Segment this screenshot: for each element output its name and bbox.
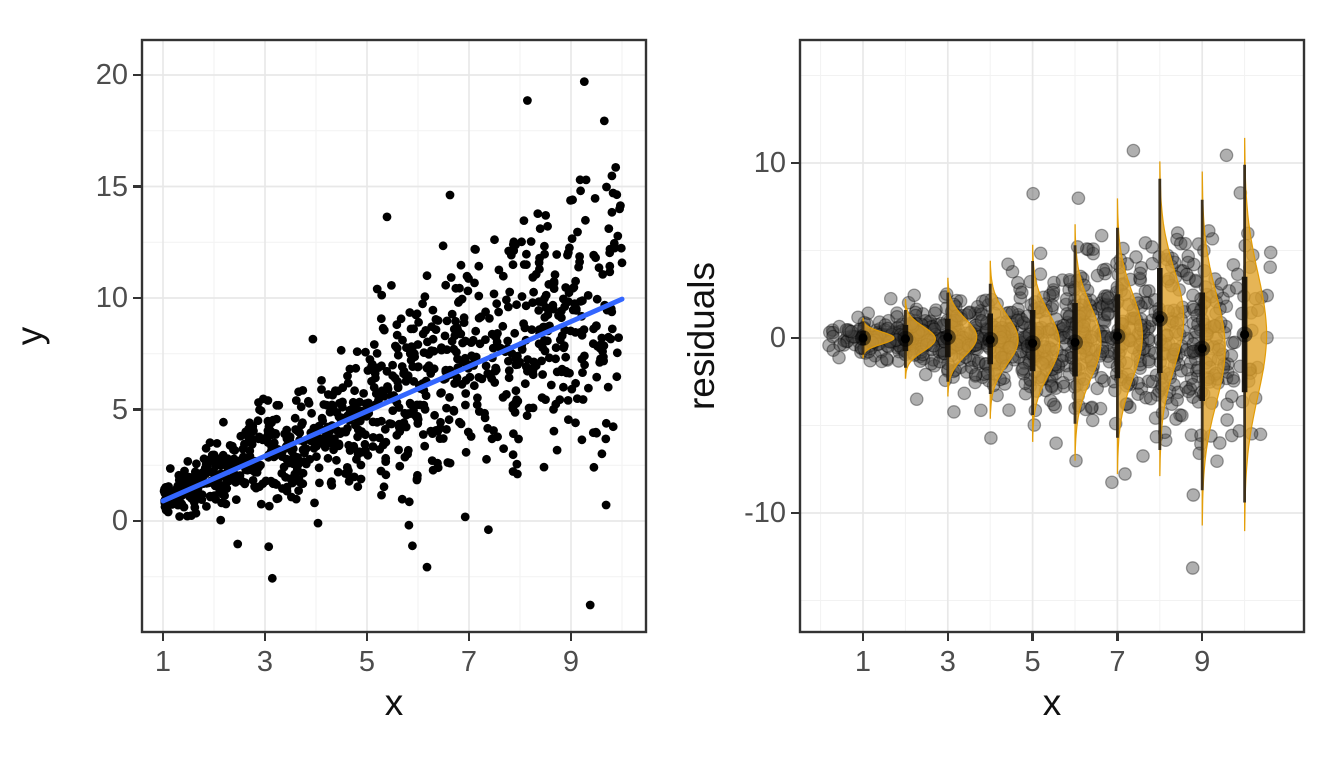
x-tick-label: 7 xyxy=(1109,646,1126,678)
x-tick-label: 3 xyxy=(256,646,274,678)
x-tick-label: 5 xyxy=(358,646,376,678)
y-tick-mark xyxy=(133,296,141,300)
y-tick-label: 10 xyxy=(753,147,786,179)
right-y-axis-title: residuals xyxy=(681,261,722,411)
left-x-axis-title: x xyxy=(384,682,404,723)
x-tick-mark xyxy=(569,633,573,641)
y-tick-mark xyxy=(133,408,141,411)
x-tick-label: 7 xyxy=(460,646,478,678)
x-tick-mark xyxy=(161,633,165,641)
x-tick-mark xyxy=(1116,633,1119,641)
x-tick-label: 9 xyxy=(562,646,580,678)
x-tick-mark xyxy=(861,633,865,641)
right-x-axis-title: x xyxy=(1042,682,1062,723)
x-tick-label: 3 xyxy=(939,646,956,678)
x-tick-label: 1 xyxy=(854,646,872,678)
x-tick-mark xyxy=(1201,633,1204,641)
x-tick-label: 5 xyxy=(1024,646,1041,678)
y-tick-label: 15 xyxy=(95,170,128,203)
y-tick-mark xyxy=(133,73,141,77)
y-tick-mark xyxy=(791,336,799,340)
x-tick-mark xyxy=(263,633,267,641)
left-y-axis-title: y xyxy=(9,326,50,346)
y-tick-label: 5 xyxy=(111,393,128,426)
y-tick-mark xyxy=(791,161,799,165)
y-tick-mark xyxy=(133,185,141,188)
x-tick-label: 1 xyxy=(154,646,172,678)
y-tick-label: -10 xyxy=(744,497,786,529)
y-tick-label: 10 xyxy=(95,282,128,314)
y-tick-mark xyxy=(133,519,141,523)
y-tick-label: 0 xyxy=(111,505,128,537)
x-tick-label: 9 xyxy=(1194,646,1211,678)
y-tick-mark xyxy=(791,511,799,515)
y-tick-label: 20 xyxy=(95,59,128,91)
x-tick-mark xyxy=(467,633,471,641)
x-tick-mark xyxy=(365,633,369,641)
x-tick-mark xyxy=(946,633,949,641)
y-tick-label: 0 xyxy=(769,322,786,354)
x-tick-mark xyxy=(1031,633,1034,641)
